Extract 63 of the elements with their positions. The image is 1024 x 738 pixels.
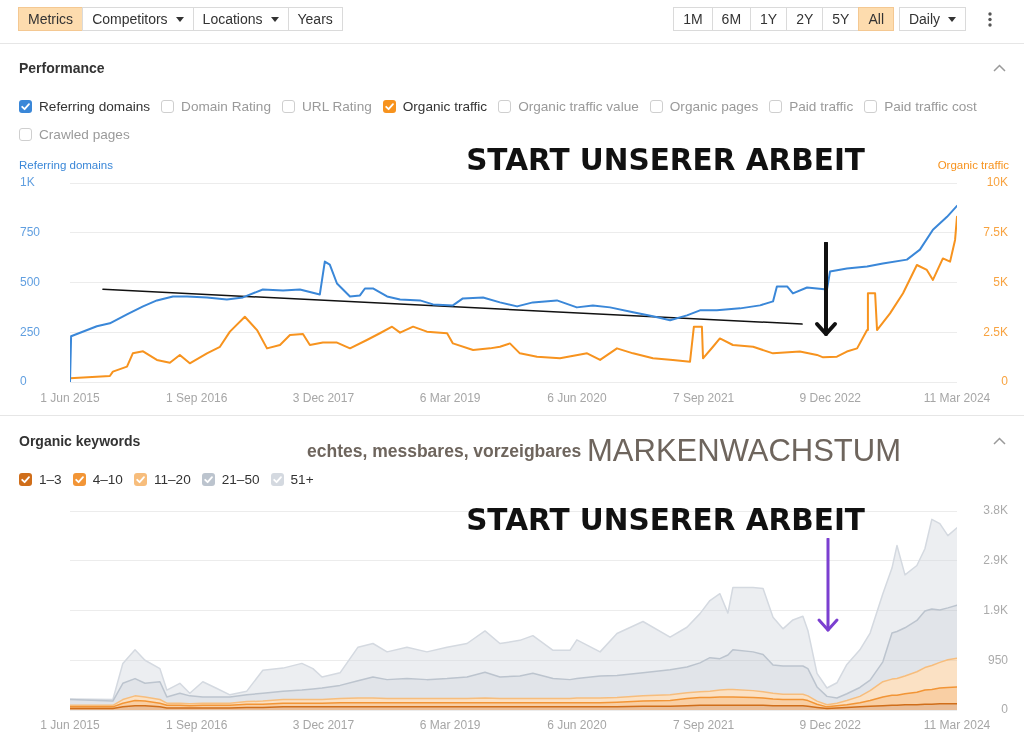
- text: Organic pages: [669, 98, 759, 114]
- x-tick-label: 6 Mar 2019: [419, 717, 481, 732]
- y2-tick-label: 10K: [986, 175, 1008, 190]
- y-tick-label: 1.9K: [983, 602, 1008, 617]
- y-tick-label: 0: [20, 374, 27, 389]
- text: All: [868, 11, 884, 27]
- text: 5Y: [832, 11, 850, 27]
- legend-label: 11–20: [153, 471, 191, 487]
- y-tick-label: 500: [20, 274, 41, 289]
- legend-label: Organic traffic: [402, 98, 488, 114]
- text: Crawled pages: [39, 126, 130, 142]
- y-tick-label: 2.9K: [983, 553, 1008, 568]
- text: 2Y: [796, 11, 814, 27]
- x-tick-label: 6 Jun 2020: [547, 390, 607, 405]
- legend-label: 4–10: [92, 471, 123, 487]
- text: URL Rating: [302, 98, 372, 114]
- x-tick-label: 9 Dec 2022: [799, 390, 862, 405]
- text: START UNSERER ARBEIT: [466, 143, 865, 177]
- legend-label: 1–3: [39, 471, 62, 487]
- legend-label: 51+: [290, 471, 314, 487]
- y-tick-label: 750: [20, 225, 41, 240]
- text: echtes, messbares, vorzeigbares: [307, 441, 582, 461]
- text: Years: [297, 11, 333, 27]
- y2-tick-label: 7.5K: [983, 225, 1008, 240]
- x-tick-label: 6 Mar 2019: [419, 390, 481, 405]
- x-tick-label: 1 Sep 2016: [166, 717, 228, 732]
- text: Locations: [202, 11, 263, 27]
- y2-tick-label: 2.5K: [983, 324, 1008, 339]
- text: Paid traffic: [789, 98, 854, 114]
- text: Organic traffic value: [518, 98, 639, 114]
- text: Daily: [908, 11, 940, 27]
- x-tick-label: 9 Dec 2022: [799, 717, 862, 732]
- text: Paid traffic cost: [884, 98, 977, 114]
- annotation: START UNSERER ARBEIT: [466, 503, 865, 537]
- text: Competitors: [92, 11, 168, 27]
- text: Metrics: [28, 11, 74, 27]
- legend-label: 21–50: [221, 471, 260, 487]
- x-tick-label: 1 Sep 2016: [166, 390, 228, 405]
- text: 1Y: [760, 11, 778, 27]
- y-tick-label: 0: [1001, 702, 1009, 717]
- y-tick-label: 250: [20, 324, 41, 339]
- x-tick-label: 11 Mar 2024: [923, 717, 991, 732]
- x-tick-label: 11 Mar 2024: [923, 390, 991, 405]
- x-tick-label: 1 Jun 2015: [40, 717, 101, 732]
- x-tick-label: 3 Dec 2017: [292, 717, 355, 732]
- y2-axis-title: Organic traffic: [937, 159, 1009, 171]
- legend-label: Referring domains: [39, 98, 151, 114]
- text: MARKENWACHSTUM: [587, 433, 902, 468]
- x-tick-label: 7 Sep 2021: [672, 717, 735, 732]
- text: 6M: [721, 11, 742, 27]
- y-tick-label: 1K: [20, 175, 35, 190]
- y-axis-title: Referring domains: [19, 159, 113, 171]
- chart-title: Performance: [19, 60, 105, 76]
- y-tick-label: 950: [987, 652, 1009, 667]
- y2-tick-label: 5K: [993, 274, 1008, 289]
- x-tick-label: 6 Jun 2020: [547, 717, 607, 732]
- y-tick-label: 3.8K: [983, 503, 1008, 518]
- text: Domain Rating: [181, 98, 271, 114]
- x-tick-label: 1 Jun 2015: [40, 390, 101, 405]
- x-tick-label: 7 Sep 2021: [672, 390, 735, 405]
- x-tick-label: 3 Dec 2017: [292, 390, 355, 405]
- text: 1M: [683, 11, 703, 27]
- chart-title: Organic keywords: [19, 433, 141, 449]
